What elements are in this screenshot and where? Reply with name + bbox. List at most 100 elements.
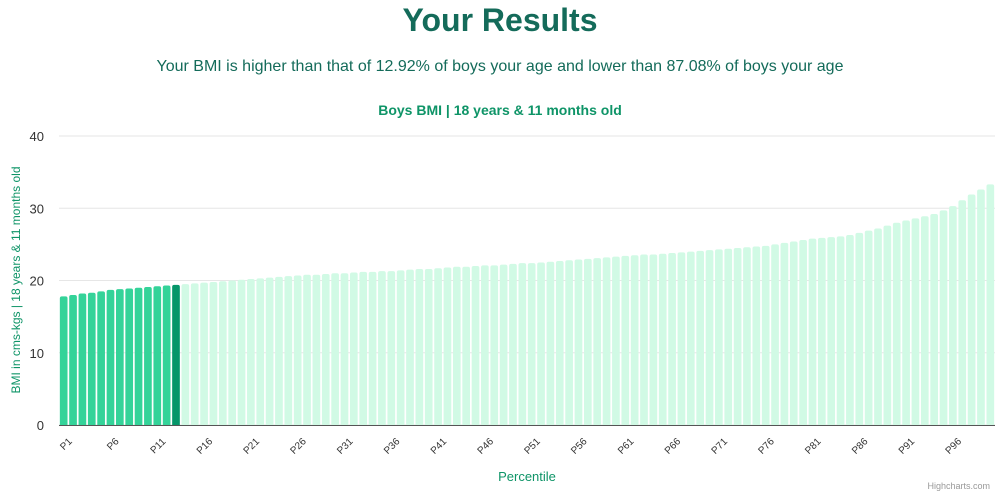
percentile-bar[interactable] (818, 237, 826, 425)
percentile-bar[interactable] (761, 245, 770, 425)
percentile-bar[interactable] (584, 258, 592, 425)
percentile-bar[interactable] (387, 271, 396, 425)
percentile-bar[interactable] (490, 265, 499, 425)
percentile-bar[interactable] (836, 236, 845, 425)
percentile-bar[interactable] (462, 266, 470, 425)
percentile-bar[interactable] (424, 268, 433, 425)
percentile-bar[interactable] (59, 296, 68, 425)
percentile-bar[interactable] (190, 283, 199, 425)
percentile-bar[interactable] (237, 279, 246, 425)
percentile-bar[interactable] (630, 255, 639, 425)
percentile-bar[interactable] (537, 262, 545, 425)
percentile-bar[interactable] (415, 268, 424, 425)
percentile-bar[interactable] (69, 294, 77, 425)
percentile-bar[interactable] (967, 194, 976, 425)
percentile-bar[interactable] (883, 225, 892, 425)
percentile-bar[interactable] (527, 263, 536, 425)
percentile-bar[interactable] (125, 288, 134, 425)
percentile-bar[interactable] (153, 286, 162, 425)
percentile-bar[interactable] (977, 189, 985, 425)
percentile-bar[interactable] (228, 280, 236, 426)
percentile-bar[interactable] (284, 276, 293, 425)
percentile-bar[interactable] (162, 285, 171, 425)
percentile-bar[interactable] (705, 250, 714, 425)
percentile-bar[interactable] (340, 273, 349, 425)
percentile-bar[interactable] (911, 218, 920, 425)
percentile-bar[interactable] (378, 271, 386, 425)
user-percentile-bar[interactable] (172, 284, 180, 425)
percentile-bar[interactable] (499, 264, 508, 425)
percentile-bar[interactable] (555, 260, 564, 425)
percentile-bar[interactable] (87, 292, 96, 425)
percentile-bar[interactable] (855, 232, 864, 425)
percentile-bar[interactable] (471, 266, 480, 425)
percentile-bar[interactable] (574, 259, 583, 425)
percentile-bar[interactable] (368, 271, 377, 425)
percentile-bar[interactable] (902, 220, 910, 425)
percentile-bar[interactable] (293, 275, 302, 425)
percentile-bar[interactable] (986, 184, 995, 425)
percentile-bar[interactable] (509, 263, 517, 425)
percentile-bar[interactable] (686, 251, 695, 425)
percentile-bar[interactable] (724, 248, 733, 425)
percentile-bar[interactable] (97, 291, 105, 425)
percentile-bar[interactable] (331, 273, 339, 425)
percentile-bar[interactable] (799, 240, 807, 425)
percentile-bar[interactable] (218, 281, 227, 425)
percentile-bar[interactable] (247, 279, 255, 425)
percentile-bar[interactable] (743, 247, 751, 425)
percentile-bar[interactable] (78, 293, 87, 425)
percentile-bar[interactable] (396, 270, 405, 425)
percentile-bar[interactable] (649, 254, 658, 425)
percentile-bar[interactable] (116, 289, 124, 425)
percentile-bar[interactable] (640, 254, 648, 425)
percentile-bar[interactable] (789, 241, 798, 425)
percentile-bar[interactable] (612, 256, 620, 425)
percentile-bar[interactable] (715, 249, 723, 425)
percentile-bar[interactable] (874, 228, 882, 425)
percentile-bar[interactable] (106, 289, 115, 425)
percentile-bar[interactable] (359, 271, 368, 425)
percentile-bar[interactable] (434, 268, 442, 425)
percentile-bar[interactable] (200, 282, 208, 425)
percentile-bar[interactable] (144, 287, 152, 425)
percentile-bar[interactable] (827, 237, 836, 425)
percentile-bar[interactable] (939, 210, 948, 425)
percentile-bar[interactable] (780, 242, 789, 425)
percentile-bar[interactable] (452, 266, 461, 425)
percentile-bar[interactable] (275, 276, 283, 425)
percentile-bar[interactable] (265, 277, 274, 425)
percentile-bar[interactable] (134, 287, 143, 425)
percentile-bar[interactable] (406, 269, 414, 425)
percentile-bar[interactable] (677, 252, 686, 425)
highcharts-credit[interactable]: Highcharts.com (927, 481, 990, 491)
percentile-bar[interactable] (958, 200, 967, 425)
percentile-bar[interactable] (321, 273, 330, 425)
percentile-bar[interactable] (864, 230, 873, 425)
percentile-bar[interactable] (621, 255, 630, 425)
percentile-bar[interactable] (771, 244, 779, 425)
percentile-bar[interactable] (696, 250, 704, 425)
percentile-bar[interactable] (518, 263, 527, 425)
percentile-bar[interactable] (808, 238, 817, 425)
percentile-bar[interactable] (949, 206, 957, 425)
percentile-bar[interactable] (303, 274, 311, 425)
percentile-bar[interactable] (930, 214, 938, 425)
percentile-bar[interactable] (846, 234, 854, 425)
percentile-bar[interactable] (602, 257, 611, 425)
percentile-bar[interactable] (312, 274, 321, 425)
percentile-bar[interactable] (546, 261, 555, 425)
percentile-bar[interactable] (658, 253, 667, 425)
percentile-bar[interactable] (209, 281, 218, 425)
percentile-bar[interactable] (481, 265, 489, 425)
percentile-bar[interactable] (920, 216, 929, 425)
percentile-bar[interactable] (733, 247, 742, 425)
percentile-bar[interactable] (565, 260, 573, 425)
percentile-bar[interactable] (892, 222, 901, 425)
percentile-bar[interactable] (443, 267, 452, 425)
percentile-bar[interactable] (256, 278, 265, 425)
percentile-bar[interactable] (181, 284, 190, 425)
percentile-bar[interactable] (593, 258, 602, 425)
percentile-bar[interactable] (752, 246, 761, 425)
percentile-bar[interactable] (350, 272, 358, 425)
